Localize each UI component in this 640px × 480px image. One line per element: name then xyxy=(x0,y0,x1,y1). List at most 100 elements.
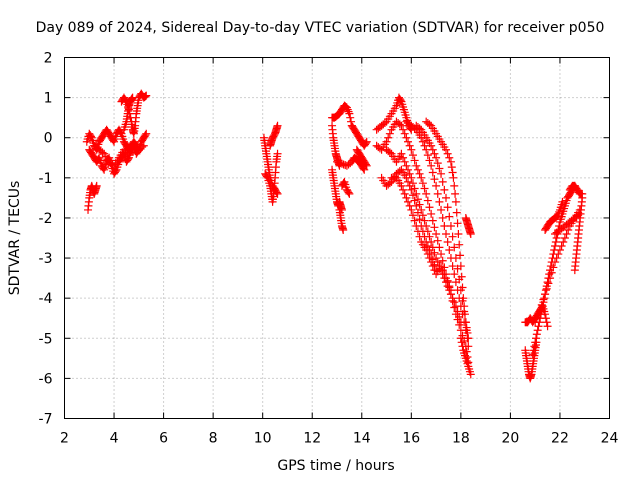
data-point xyxy=(541,286,550,295)
data-point xyxy=(452,208,461,217)
data-point xyxy=(415,200,424,209)
series-seg35 xyxy=(551,209,584,238)
data-point xyxy=(541,290,550,299)
y-tick-label: -2 xyxy=(39,211,53,227)
data-point xyxy=(139,141,148,150)
data-point xyxy=(407,145,416,154)
data-point xyxy=(427,161,436,170)
data-point xyxy=(141,92,150,101)
data-point xyxy=(562,229,571,238)
data-point xyxy=(142,129,151,138)
data-point xyxy=(412,161,421,170)
data-point xyxy=(451,189,460,198)
data-point xyxy=(360,165,369,174)
data-point xyxy=(558,197,567,206)
data-point xyxy=(420,216,429,225)
data-point xyxy=(435,197,444,206)
data-point xyxy=(399,125,408,134)
data-point xyxy=(575,209,584,218)
data-point xyxy=(336,159,345,168)
data-point xyxy=(462,323,471,332)
data-point xyxy=(430,223,439,232)
data-point xyxy=(459,294,468,303)
data-point xyxy=(405,169,414,178)
y-tick-label: -7 xyxy=(39,412,53,428)
series-seg34 xyxy=(570,193,587,275)
data-point xyxy=(382,137,391,146)
data-point xyxy=(451,197,460,206)
data-point xyxy=(437,169,446,178)
data-point xyxy=(437,205,446,214)
data-point xyxy=(578,193,587,202)
data-point xyxy=(98,148,107,157)
x-tick-label: 20 xyxy=(501,431,519,447)
data-point xyxy=(344,107,353,116)
data-point xyxy=(427,209,436,218)
data-point xyxy=(466,370,475,379)
data-point xyxy=(396,96,405,105)
data-point xyxy=(557,242,566,251)
data-point xyxy=(442,193,450,202)
data-point xyxy=(128,93,137,102)
data-point xyxy=(400,129,409,138)
data-point xyxy=(428,255,437,264)
series-seg1 xyxy=(84,181,101,214)
data-point xyxy=(425,203,434,212)
data-point xyxy=(528,350,537,359)
data-point xyxy=(410,184,419,193)
data-point xyxy=(553,211,562,220)
data-point xyxy=(397,181,406,190)
data-point xyxy=(438,213,447,222)
data-point xyxy=(418,179,427,188)
data-point xyxy=(418,137,427,146)
data-point xyxy=(262,172,271,181)
series-seg27 xyxy=(461,213,475,238)
data-point xyxy=(347,117,356,126)
x-tick-label: 14 xyxy=(353,431,371,447)
y-tick-label: -4 xyxy=(39,291,53,307)
data-point xyxy=(124,155,133,164)
data-point xyxy=(397,121,406,130)
data-point xyxy=(443,149,452,158)
data-point xyxy=(442,145,450,154)
data-point xyxy=(432,153,441,162)
data-point xyxy=(554,250,563,259)
chart-title: Day 089 of 2024, Sidereal Day-to-day VTE… xyxy=(36,20,605,36)
data-point xyxy=(457,272,466,281)
data-point xyxy=(407,205,416,214)
y-tick-label: -1 xyxy=(39,171,53,187)
data-point xyxy=(341,161,350,170)
data-point xyxy=(410,196,419,205)
data-point xyxy=(531,338,540,347)
data-point xyxy=(456,262,465,271)
data-point xyxy=(361,139,370,148)
x-tick-label: 4 xyxy=(110,431,119,447)
data-point xyxy=(342,103,351,112)
data-point xyxy=(408,191,417,200)
series-seg15 xyxy=(333,153,369,174)
data-point xyxy=(423,196,432,205)
data-point xyxy=(446,221,455,230)
data-point xyxy=(542,284,551,293)
series-seg18 xyxy=(372,93,416,134)
data-point xyxy=(337,159,346,168)
series-seg31 xyxy=(541,197,567,234)
data-point xyxy=(542,318,551,327)
y-tick-label: 1 xyxy=(44,91,53,107)
data-point xyxy=(345,109,354,118)
x-tick-label: 16 xyxy=(402,431,420,447)
data-point xyxy=(140,92,149,101)
data-marks xyxy=(82,89,587,383)
series-seg33 xyxy=(565,181,587,198)
data-point xyxy=(435,164,444,173)
data-point xyxy=(432,181,441,190)
x-tick-label: 12 xyxy=(303,431,321,447)
data-point xyxy=(451,254,460,263)
series-seg10 xyxy=(328,101,356,130)
data-point xyxy=(418,227,427,236)
data-point xyxy=(533,326,542,335)
data-point xyxy=(344,188,353,197)
data-point xyxy=(109,136,118,145)
x-tick-label: 2 xyxy=(60,431,69,447)
data-point xyxy=(425,120,434,129)
